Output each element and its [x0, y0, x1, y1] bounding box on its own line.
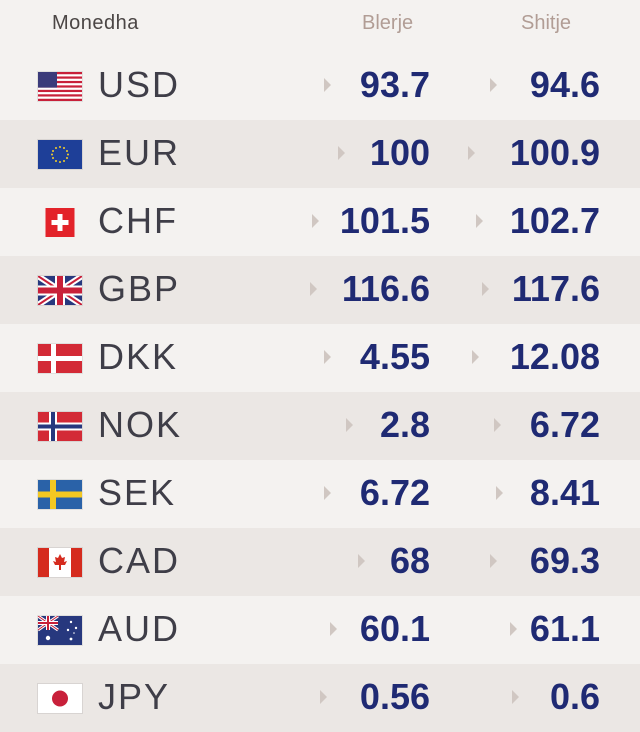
- table-header: Monedha Blerje Shitje: [0, 0, 640, 52]
- caret-icon: [346, 418, 353, 432]
- sell-value: 6.72: [529, 404, 600, 445]
- se-flag-icon: [38, 480, 82, 509]
- table-row: GBP 116.6 117.6: [0, 256, 640, 324]
- table-row: CHF 101.5 102.7: [0, 188, 640, 256]
- caret-icon: [310, 282, 317, 296]
- currency-code: CHF: [98, 200, 178, 241]
- caret-icon: [324, 78, 331, 92]
- jp-flag-icon: [38, 684, 82, 713]
- caret-icon: [324, 350, 331, 364]
- sell-value: 94.6: [529, 64, 600, 105]
- header-buy: Blerje: [362, 12, 414, 34]
- currency-code: NOK: [98, 404, 183, 445]
- sell-value: 102.7: [509, 200, 600, 241]
- currency-code: CAD: [98, 540, 181, 581]
- caret-icon: [358, 554, 365, 568]
- caret-icon: [496, 486, 503, 500]
- no-flag-icon: [38, 412, 82, 441]
- dk-flag-icon: [38, 344, 82, 373]
- currency-code: USD: [98, 64, 181, 105]
- currency-code: JPY: [98, 676, 171, 717]
- currency-code: SEK: [98, 472, 177, 513]
- table-row: EUR 100 100.9: [0, 120, 640, 188]
- buy-value: 100: [369, 132, 430, 173]
- us-flag-icon: [38, 72, 82, 101]
- header-currency: Monedha: [52, 12, 139, 34]
- caret-icon: [468, 146, 475, 160]
- table-row: DKK 4.55 12.08: [0, 324, 640, 392]
- buy-value: 116.6: [341, 268, 430, 309]
- caret-icon: [482, 282, 489, 296]
- sell-value: 100.9: [509, 132, 600, 173]
- au-flag-icon: [38, 616, 82, 645]
- ch-flag-icon: [38, 208, 82, 237]
- caret-icon: [338, 146, 345, 160]
- buy-value: 6.72: [359, 472, 430, 513]
- caret-icon: [512, 690, 519, 704]
- table-row: CAD 68 69.3: [0, 528, 640, 596]
- buy-value: 68: [389, 540, 430, 581]
- caret-icon: [476, 214, 483, 228]
- buy-value: 0.56: [359, 676, 430, 717]
- sell-value: 69.3: [529, 540, 600, 581]
- buy-value: 4.55: [359, 336, 430, 377]
- caret-icon: [324, 486, 331, 500]
- buy-value: 2.8: [379, 404, 430, 445]
- buy-value: 93.7: [359, 64, 430, 105]
- table-row: AUD 60.1 61.1: [0, 596, 640, 664]
- eu-flag-icon: [38, 140, 82, 169]
- sell-value: 61.1: [529, 608, 600, 649]
- currency-code: GBP: [98, 268, 181, 309]
- caret-icon: [510, 622, 517, 636]
- buy-value: 101.5: [339, 200, 430, 241]
- sell-value: 12.08: [509, 336, 600, 377]
- table-row: NOK 2.8 6.72: [0, 392, 640, 460]
- currency-code: AUD: [98, 608, 181, 649]
- gb-flag-icon: [38, 276, 82, 305]
- ca-flag-icon: [38, 548, 82, 577]
- buy-value: 60.1: [359, 608, 430, 649]
- caret-icon: [330, 622, 337, 636]
- caret-icon: [472, 350, 479, 364]
- caret-icon: [312, 214, 319, 228]
- sell-value: 8.41: [529, 472, 600, 513]
- currency-code: EUR: [98, 132, 181, 173]
- caret-icon: [494, 418, 501, 432]
- table-row: JPY 0.56 0.6: [0, 664, 640, 732]
- sell-value: 0.6: [549, 676, 600, 717]
- caret-icon: [490, 78, 497, 92]
- table-row: USD 93.7 94.6: [0, 52, 640, 120]
- sell-value: 117.6: [511, 268, 600, 309]
- caret-icon: [320, 690, 327, 704]
- caret-icon: [490, 554, 497, 568]
- header-sell: Shitje: [521, 12, 572, 34]
- currency-code: DKK: [98, 336, 179, 377]
- table-row: SEK 6.72 8.41: [0, 460, 640, 528]
